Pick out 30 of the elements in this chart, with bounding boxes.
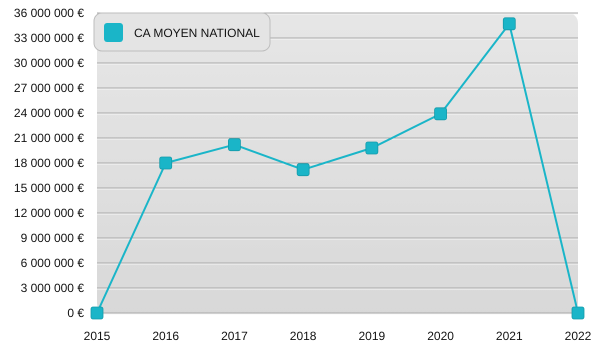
- y-tick-label: 9 000 000 €: [20, 231, 84, 246]
- y-tick-label: 30 000 000 €: [14, 56, 84, 70]
- x-tick-label: 2021: [496, 329, 523, 343]
- y-tick-label: 18 000 000 €: [14, 156, 84, 170]
- point: [502, 17, 516, 30]
- y-tick-label: 6 000 000 €: [20, 256, 84, 270]
- x-tick-label: 2017: [221, 329, 248, 343]
- point: [90, 306, 104, 320]
- y-tick-label: 24 000 000 €: [14, 106, 84, 120]
- point: [159, 156, 172, 170]
- y-tick-label: 21 000 000 €: [14, 131, 84, 146]
- y-tick-label: 3 000 000 €: [20, 281, 84, 296]
- point: [572, 306, 584, 320]
- x-tick-label: 2018: [290, 329, 317, 343]
- x-tick-label: 2016: [152, 329, 180, 343]
- y-tick-label: 27 000 000 €: [14, 81, 84, 96]
- x-tick-label: 2020: [427, 329, 454, 343]
- x-tick-label: 2019: [358, 329, 386, 343]
- y-tick-label: 12 000 000 €: [14, 206, 84, 220]
- y-tick-label: 0 €: [67, 306, 84, 320]
- point: [228, 138, 241, 152]
- x-tick-label: 2015: [84, 329, 111, 343]
- y-tick-label: 33 000 000 €: [14, 31, 84, 46]
- y-tick-label: 15 000 000 €: [14, 181, 84, 196]
- x-tick-label: 2022: [564, 329, 592, 343]
- point: [365, 142, 378, 154]
- legend-label: CA MOYEN NATIONAL: [134, 26, 260, 40]
- y-tick-label: 36 000 000 €: [14, 6, 84, 20]
- point: [434, 107, 447, 120]
- point: [296, 163, 310, 176]
